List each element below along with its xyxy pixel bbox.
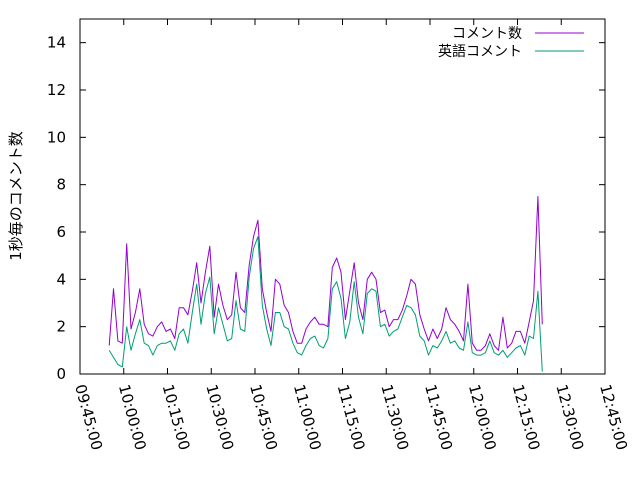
- y-tick-label: 12: [47, 81, 66, 99]
- y-tick-label: 6: [56, 223, 66, 241]
- legend-label-2: 英語コメント: [438, 43, 522, 60]
- y-tick-label: 8: [56, 176, 66, 194]
- legend-label-1: コメント数: [452, 26, 522, 42]
- series-line-1: [108, 196, 543, 351]
- y-axis-label: 1秒毎のコメント数: [7, 131, 25, 261]
- y-tick-label: 4: [56, 270, 66, 288]
- y-tick-label: 14: [47, 34, 66, 52]
- series-line-2: [108, 236, 543, 372]
- series-layer: [108, 196, 543, 372]
- y-tick-label: 2: [56, 318, 66, 336]
- plot-frame: [79, 18, 606, 375]
- y-tick-label: 0: [56, 365, 66, 383]
- y-tick-label: 10: [47, 128, 66, 146]
